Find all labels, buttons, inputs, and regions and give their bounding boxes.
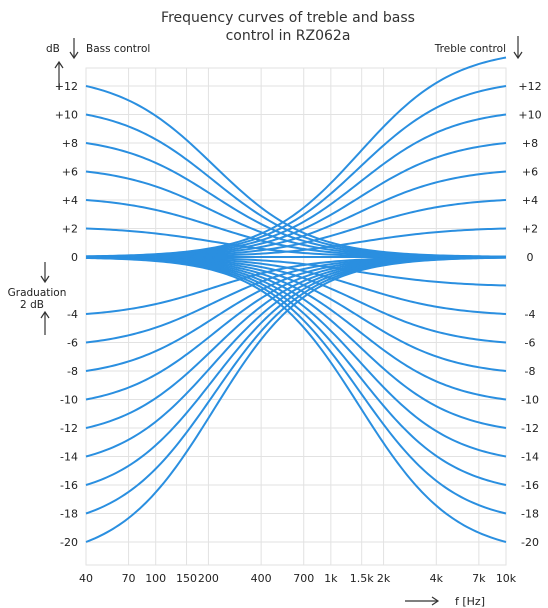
y-tick-label-left: -16 xyxy=(60,479,78,492)
y-tick-label-left: +6 xyxy=(62,166,78,179)
y-tick-label-right: 0 xyxy=(527,251,534,264)
y-tick-label-right: +6 xyxy=(522,166,538,179)
y-tick-label-right: +10 xyxy=(518,109,541,122)
y-tick-label-left: 0 xyxy=(71,251,78,264)
x-tick-label: 2k xyxy=(377,572,391,585)
y-tick-label-right: -18 xyxy=(521,508,539,521)
x-tick-labels: 40 70 100 150 200 400 700 1k 1.5k 2k 4k 7k 10k xyxy=(79,572,517,585)
y-tick-label-left: +8 xyxy=(62,137,78,150)
y-tick-label-left: -4 xyxy=(67,308,78,321)
down-arrow-icon xyxy=(40,262,50,284)
y-tick-label-left: -10 xyxy=(60,394,78,407)
y-tick-label-left: -6 xyxy=(67,337,78,350)
y-tick-label-left: -14 xyxy=(60,451,78,464)
y-tick-label-right: +8 xyxy=(522,137,538,150)
x-tick-label: 150 xyxy=(176,572,197,585)
curve-bass xyxy=(85,113,507,258)
graduation-label: Graduation xyxy=(8,287,67,299)
right-arrow-icon xyxy=(405,596,440,606)
graduation-value-label: 2 dB xyxy=(20,299,44,311)
down-arrow-icon xyxy=(69,38,79,60)
y-tick-label-left: +2 xyxy=(62,223,78,236)
curve-treble xyxy=(85,256,507,543)
y-tick-label-left: -20 xyxy=(60,536,78,549)
y-tick-label-left: +10 xyxy=(55,109,78,122)
bass-control-label: Bass control xyxy=(86,43,150,55)
curves xyxy=(85,56,507,543)
y-tick-label-right: +4 xyxy=(522,194,538,207)
x-tick-label: 1.5k xyxy=(350,572,374,585)
curve-bass xyxy=(85,256,507,401)
curve-bass xyxy=(85,256,507,515)
y-tick-label-right: -12 xyxy=(521,422,539,435)
chart-title-line-2: control in RZ062a xyxy=(226,28,351,44)
chart-title-line-1: Frequency curves of treble and bass xyxy=(161,10,415,26)
treble-control-label: Treble control xyxy=(434,43,506,55)
y-tick-labels-left: +12 +10 +8 +6 +4 +2 0 -4 -6 -8 -10 -12 -14 -16 -18 -20 xyxy=(55,80,78,549)
x-tick-label: 100 xyxy=(145,572,166,585)
x-tick-label: 7k xyxy=(472,572,486,585)
x-unit-label: f [Hz] xyxy=(455,595,485,608)
grid xyxy=(85,67,507,566)
x-tick-label: 10k xyxy=(496,572,517,585)
y-tick-label-left: -8 xyxy=(67,365,78,378)
up-arrow-icon xyxy=(54,60,64,90)
curve-bass xyxy=(85,256,507,543)
x-tick-label: 400 xyxy=(251,572,272,585)
x-tick-label: 4k xyxy=(430,572,444,585)
y-tick-label-right: -14 xyxy=(521,451,539,464)
y-tick-label-right: -16 xyxy=(521,479,539,492)
db-unit-label: dB xyxy=(46,43,60,55)
y-tick-label-right: +2 xyxy=(522,223,538,236)
down-arrow-icon xyxy=(513,36,523,60)
x-tick-label: 1k xyxy=(324,572,338,585)
y-tick-label-right: -6 xyxy=(525,337,536,350)
y-tick-label-left: -12 xyxy=(60,422,78,435)
y-tick-label-right: +12 xyxy=(518,80,541,93)
y-tick-label-left: +4 xyxy=(62,194,78,207)
y-tick-label-right: -4 xyxy=(525,308,536,321)
x-tick-label: 70 xyxy=(122,572,136,585)
x-tick-label: 200 xyxy=(198,572,219,585)
up-arrow-icon xyxy=(40,310,50,335)
y-tick-label-left: +12 xyxy=(55,80,78,93)
x-tick-label: 700 xyxy=(293,572,314,585)
y-tick-label-right: -8 xyxy=(525,365,536,378)
y-tick-labels-right: +12 +10 +8 +6 +4 +2 0 -4 -6 -8 -10 -12 -14 -16 -18 -20 xyxy=(518,80,541,549)
y-tick-label-right: -20 xyxy=(521,536,539,549)
y-tick-label-left: -18 xyxy=(60,508,78,521)
y-tick-label-right: -10 xyxy=(521,394,539,407)
x-tick-label: 40 xyxy=(79,572,93,585)
